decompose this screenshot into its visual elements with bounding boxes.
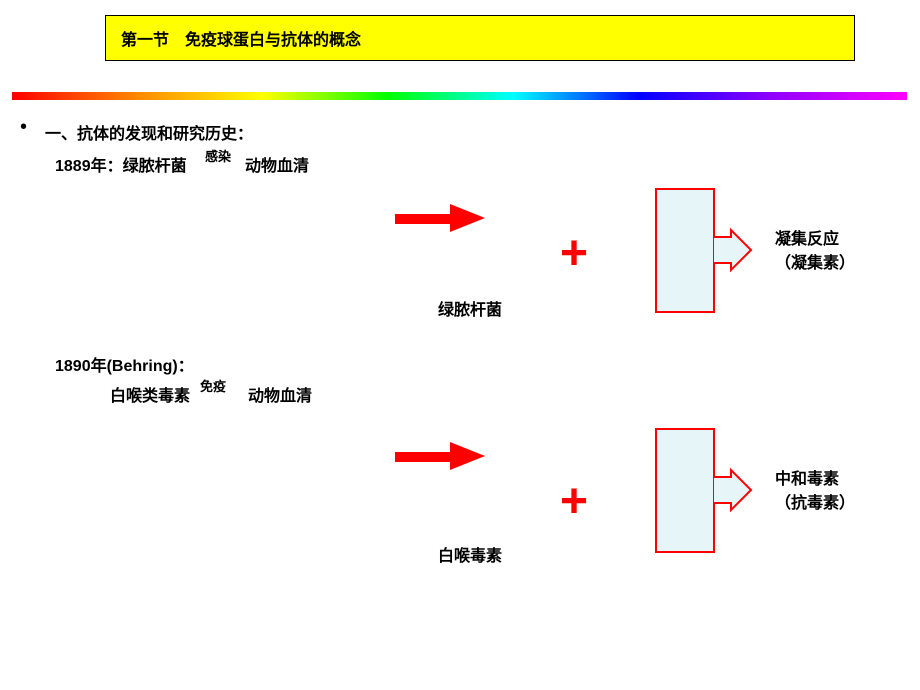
section1-bacteria-label: 绿脓杆菌 [438,296,502,320]
section1-plus-icon: + [560,230,588,278]
section2-box-arrow-icon [713,465,753,515]
section2-year: 1890年(Behring)： [55,352,194,376]
section2-arrow-icon [395,442,485,470]
heading-text: 一、抗体的发现和研究历史： [45,120,253,144]
section2-result: 中和毒素 （抗毒素） [775,468,855,516]
section2-toxin-label: 白喉毒素 [438,542,502,566]
section2-result-line2: （抗毒素） [775,495,855,512]
title-box: 第一节 免疫球蛋白与抗体的概念 [105,15,855,61]
section1-box-main [655,188,715,313]
section1-result-line2: （凝集素） [775,255,855,272]
title-text: 第一节 免疫球蛋白与抗体的概念 [121,32,361,49]
rainbow-divider [12,92,907,100]
section2-box-main [655,428,715,553]
section1-result: 凝集反应 （凝集素） [775,228,855,276]
section1-box-arrow-icon [713,225,753,275]
section1-year: 1889年：绿脓杆菌 [55,152,187,176]
section2-serum: 动物血清 [248,382,312,406]
section1-arrow-icon [395,204,485,232]
section2-plus-icon: + [560,478,588,526]
section1-serum: 动物血清 [245,152,309,176]
bullet-dot: • [20,116,27,139]
section2-result-line1: 中和毒素 [775,471,839,488]
section1-infection-label: 感染 [205,146,231,165]
section2-immune-label: 免疫 [200,376,226,395]
section1-result-line1: 凝集反应 [775,231,839,248]
section2-toxin: 白喉类毒素 [110,382,190,406]
